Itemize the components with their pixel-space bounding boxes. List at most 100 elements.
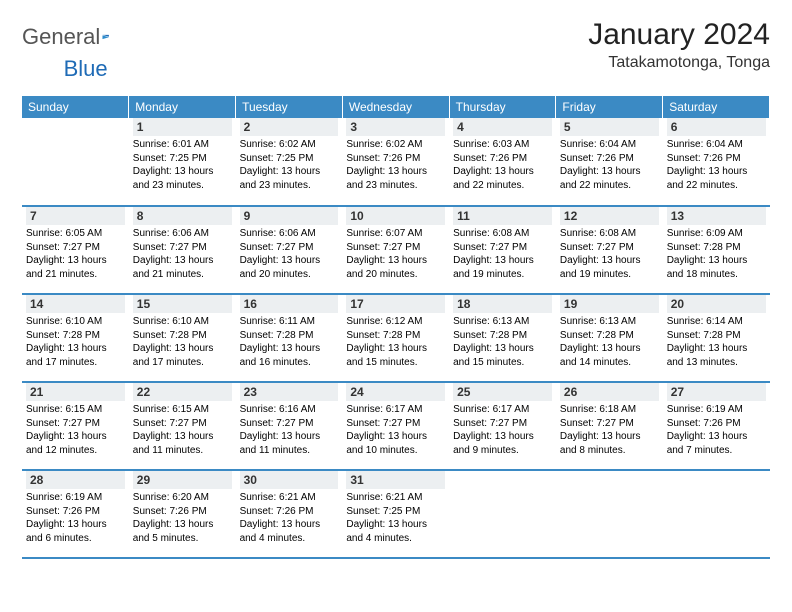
daylight-text-2: and 7 minutes. bbox=[667, 444, 766, 458]
calendar-day-cell: 12Sunrise: 6:08 AMSunset: 7:27 PMDayligh… bbox=[556, 206, 663, 294]
brand-logo: General bbox=[22, 18, 136, 50]
daylight-text-1: Daylight: 13 hours bbox=[133, 165, 232, 179]
weekday-header: Sunday bbox=[22, 96, 129, 118]
day-number: 1 bbox=[133, 118, 232, 136]
daylight-text-1: Daylight: 13 hours bbox=[453, 430, 552, 444]
day-number: 10 bbox=[346, 207, 445, 225]
day-number: 18 bbox=[453, 295, 552, 313]
day-number: 22 bbox=[133, 383, 232, 401]
daylight-text-2: and 22 minutes. bbox=[667, 179, 766, 193]
sunrise-text: Sunrise: 6:03 AM bbox=[453, 138, 552, 152]
day-number: 14 bbox=[26, 295, 125, 313]
weekday-header: Wednesday bbox=[342, 96, 449, 118]
daylight-text-2: and 8 minutes. bbox=[560, 444, 659, 458]
sunrise-text: Sunrise: 6:19 AM bbox=[26, 491, 125, 505]
sunrise-text: Sunrise: 6:08 AM bbox=[560, 227, 659, 241]
daylight-text-1: Daylight: 13 hours bbox=[240, 165, 339, 179]
calendar-day-cell: 14 Sunrise: 6:10 AMSunset: 7:28 PMDayligh… bbox=[22, 294, 129, 382]
calendar-day-cell: 18 Sunrise: 6:13 AMSunset: 7:28 PMDayligh… bbox=[449, 294, 556, 382]
sunrise-text: Sunrise: 6:02 AM bbox=[240, 138, 339, 152]
day-sun-info: Sunrise: 6:16 AMSunset: 7:27 PMDaylight:… bbox=[240, 403, 339, 457]
daylight-text-1: Daylight: 13 hours bbox=[133, 430, 232, 444]
sunrise-text: Sunrise: 6:13 AM bbox=[560, 315, 659, 329]
daylight-text-1: Daylight: 13 hours bbox=[26, 342, 125, 356]
daylight-text-1: Daylight: 13 hours bbox=[346, 430, 445, 444]
daylight-text-2: and 11 minutes. bbox=[133, 444, 232, 458]
sunset-text: Sunset: 7:26 PM bbox=[667, 417, 766, 431]
daylight-text-2: and 21 minutes. bbox=[26, 268, 125, 282]
day-sun-info: Sunrise: 6:06 AMSunset: 7:27 PMDaylight:… bbox=[240, 227, 339, 281]
calendar-day-cell: 2Sunrise: 6:02 AMSunset: 7:25 PMDaylight… bbox=[236, 118, 343, 206]
sunrise-text: Sunrise: 6:04 AM bbox=[560, 138, 659, 152]
sunrise-text: Sunrise: 6:15 AM bbox=[26, 403, 125, 417]
calendar-day-cell: 30Sunrise: 6:21 AMSunset: 7:26 PMDayligh… bbox=[236, 470, 343, 558]
daylight-text-2: and 5 minutes. bbox=[133, 532, 232, 546]
calendar-week-row: 21Sunrise: 6:15 AMSunset: 7:27 PMDayligh… bbox=[22, 382, 770, 470]
day-sun-info: Sunrise: 6:17 AMSunset: 7:27 PMDaylight:… bbox=[346, 403, 445, 457]
sunset-text: Sunset: 7:26 PM bbox=[346, 152, 445, 166]
daylight-text-1: Daylight: 13 hours bbox=[667, 430, 766, 444]
weekday-header: Monday bbox=[129, 96, 236, 118]
day-number: 23 bbox=[240, 383, 339, 401]
calendar-day-cell: 6Sunrise: 6:04 AMSunset: 7:26 PMDaylight… bbox=[663, 118, 770, 206]
daylight-text-1: Daylight: 13 hours bbox=[346, 254, 445, 268]
daylight-text-2: and 14 minutes. bbox=[560, 356, 659, 370]
day-sun-info: Sunrise: 6:18 AMSunset: 7:27 PMDaylight:… bbox=[560, 403, 659, 457]
day-sun-info: Sunrise: 6:17 AMSunset: 7:27 PMDaylight:… bbox=[453, 403, 552, 457]
daylight-text-2: and 4 minutes. bbox=[346, 532, 445, 546]
daylight-text-1: Daylight: 13 hours bbox=[560, 342, 659, 356]
calendar-day-cell: 25 Sunrise: 6:17 AMSunset: 7:27 PMDayligh… bbox=[449, 382, 556, 470]
daylight-text-1: Daylight: 13 hours bbox=[346, 342, 445, 356]
calendar-week-row: 28Sunrise: 6:19 AMSunset: 7:26 PMDayligh… bbox=[22, 470, 770, 558]
calendar-day-cell: 13Sunrise: 6:09 AMSunset: 7:28 PMDayligh… bbox=[663, 206, 770, 294]
daylight-text-2: and 17 minutes. bbox=[133, 356, 232, 370]
sunrise-text: Sunrise: 6:10 AM bbox=[133, 315, 232, 329]
day-number: 2 bbox=[240, 118, 339, 136]
sunset-text: Sunset: 7:27 PM bbox=[453, 241, 552, 255]
sunset-text: Sunset: 7:27 PM bbox=[26, 241, 125, 255]
weekday-header: Tuesday bbox=[236, 96, 343, 118]
day-sun-info: Sunrise: 6:14 AMSunset: 7:28 PMDaylight:… bbox=[667, 315, 766, 369]
month-title: January 2024 bbox=[588, 18, 770, 52]
sunset-text: Sunset: 7:27 PM bbox=[560, 241, 659, 255]
day-number: 25 bbox=[453, 383, 552, 401]
calendar-day-cell: 31Sunrise: 6:21 AMSunset: 7:25 PMDayligh… bbox=[342, 470, 449, 558]
day-number: 8 bbox=[133, 207, 232, 225]
day-sun-info: Sunrise: 6:13 AMSunset: 7:28 PMDaylight:… bbox=[453, 315, 552, 369]
day-number: 7 bbox=[26, 207, 125, 225]
daylight-text-1: Daylight: 13 hours bbox=[346, 165, 445, 179]
daylight-text-1: Daylight: 13 hours bbox=[133, 254, 232, 268]
day-sun-info: Sunrise: 6:02 AMSunset: 7:26 PMDaylight:… bbox=[346, 138, 445, 192]
calendar-day-cell: 15Sunrise: 6:10 AMSunset: 7:28 PMDayligh… bbox=[129, 294, 236, 382]
daylight-text-2: and 20 minutes. bbox=[346, 268, 445, 282]
sunrise-text: Sunrise: 6:08 AM bbox=[453, 227, 552, 241]
day-sun-info: Sunrise: 6:15 AMSunset: 7:27 PMDaylight:… bbox=[133, 403, 232, 457]
sunrise-text: Sunrise: 6:21 AM bbox=[346, 491, 445, 505]
sunset-text: Sunset: 7:26 PM bbox=[26, 505, 125, 519]
day-number: 20 bbox=[667, 295, 766, 313]
day-sun-info: Sunrise: 6:04 AMSunset: 7:26 PMDaylight:… bbox=[560, 138, 659, 192]
sunrise-text: Sunrise: 6:17 AM bbox=[346, 403, 445, 417]
daylight-text-2: and 13 minutes. bbox=[667, 356, 766, 370]
calendar-day-cell: 8Sunrise: 6:06 AMSunset: 7:27 PMDaylight… bbox=[129, 206, 236, 294]
day-number: 26 bbox=[560, 383, 659, 401]
calendar-day-cell: 22 Sunrise: 6:15 AMSunset: 7:27 PMDayligh… bbox=[129, 382, 236, 470]
daylight-text-2: and 23 minutes. bbox=[133, 179, 232, 193]
sunrise-text: Sunrise: 6:10 AM bbox=[26, 315, 125, 329]
day-sun-info: Sunrise: 6:08 AMSunset: 7:27 PMDaylight:… bbox=[453, 227, 552, 281]
day-sun-info: Sunrise: 6:10 AMSunset: 7:28 PMDaylight:… bbox=[26, 315, 125, 369]
day-number: 29 bbox=[133, 471, 232, 489]
sunset-text: Sunset: 7:28 PM bbox=[667, 329, 766, 343]
day-number: 12 bbox=[560, 207, 659, 225]
sunset-text: Sunset: 7:28 PM bbox=[560, 329, 659, 343]
sunrise-text: Sunrise: 6:19 AM bbox=[667, 403, 766, 417]
daylight-text-2: and 10 minutes. bbox=[346, 444, 445, 458]
calendar-week-row: 14Sunrise: 6:10 AMSunset: 7:28 PMDayligh… bbox=[22, 294, 770, 382]
day-number: 9 bbox=[240, 207, 339, 225]
day-number: 24 bbox=[346, 383, 445, 401]
sunset-text: Sunset: 7:26 PM bbox=[667, 152, 766, 166]
day-number: 16 bbox=[240, 295, 339, 313]
day-number: 21 bbox=[26, 383, 125, 401]
day-sun-info: Sunrise: 6:03 AMSunset: 7:26 PMDaylight:… bbox=[453, 138, 552, 192]
sunset-text: Sunset: 7:27 PM bbox=[453, 417, 552, 431]
